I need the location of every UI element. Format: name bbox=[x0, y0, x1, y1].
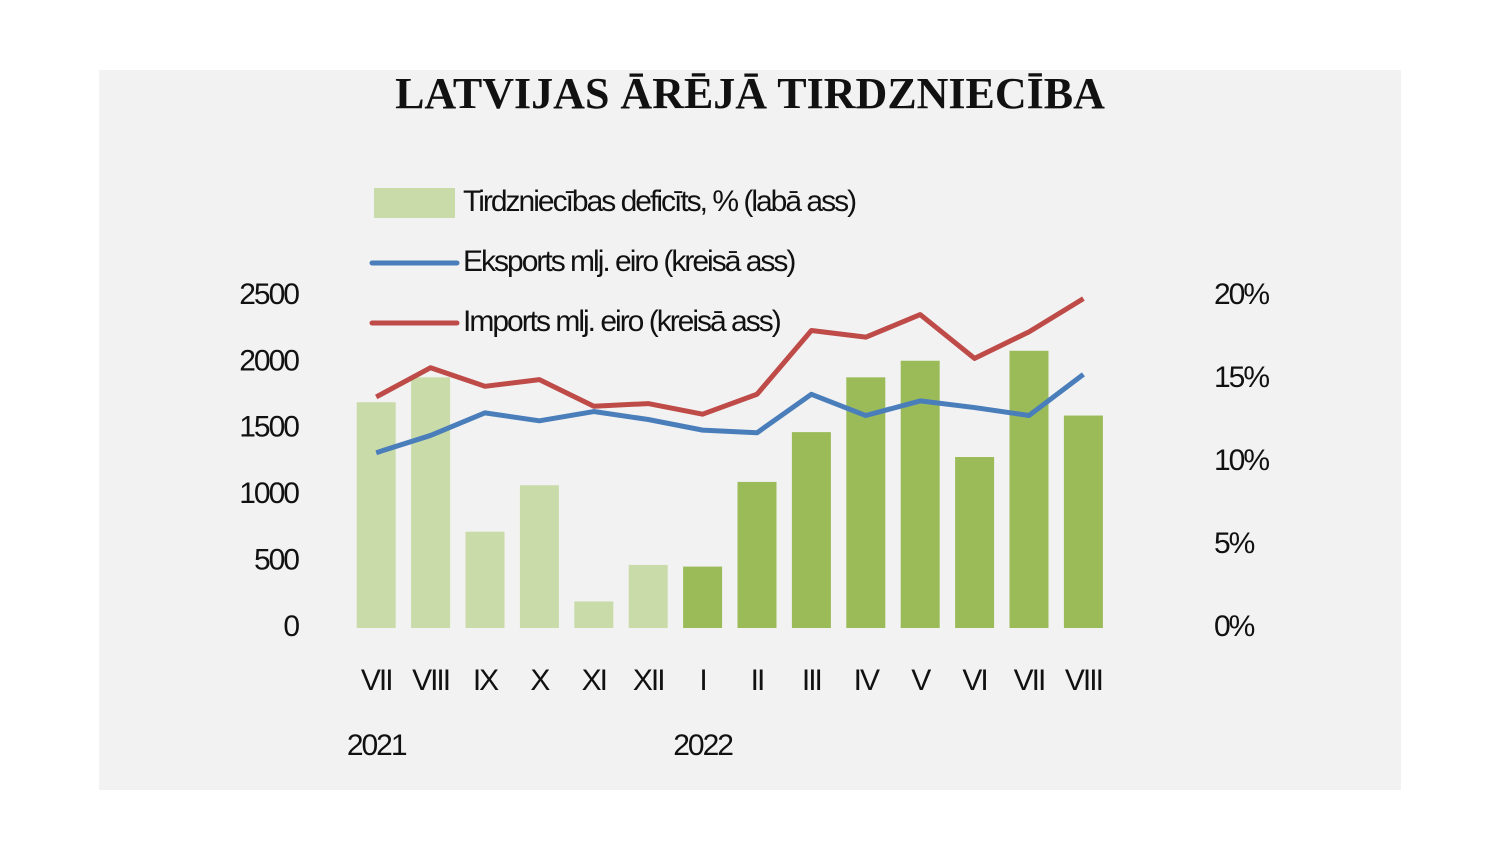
bar bbox=[1009, 350, 1049, 628]
bar bbox=[1063, 415, 1103, 628]
bar bbox=[628, 564, 668, 628]
y2-tick-label: 20% bbox=[1214, 278, 1269, 311]
year-label: 2021 bbox=[347, 729, 407, 762]
x-tick-label: XI bbox=[582, 664, 606, 697]
x-tick-label: VII bbox=[1014, 664, 1045, 697]
x-tick-label: V bbox=[911, 664, 931, 697]
legend-swatch bbox=[374, 188, 455, 218]
y2-tick-label: 15% bbox=[1214, 361, 1269, 394]
bar bbox=[519, 485, 559, 628]
x-tick-label: X bbox=[530, 664, 550, 697]
legend-label: Imports mlj. eiro (kreisā ass) bbox=[463, 305, 781, 338]
bar bbox=[465, 531, 505, 628]
y-tick-label: 2500 bbox=[239, 278, 299, 311]
x-tick-label: IV bbox=[854, 664, 880, 697]
bar bbox=[791, 432, 831, 628]
x-tick-label: IX bbox=[473, 664, 499, 697]
y2-tick-label: 5% bbox=[1214, 527, 1255, 560]
bar bbox=[356, 402, 396, 628]
x-tick-label: III bbox=[802, 664, 821, 697]
line bbox=[375, 296, 1085, 417]
bar bbox=[737, 481, 777, 628]
y2-tick-label: 0% bbox=[1214, 610, 1255, 643]
y-tick-label: 500 bbox=[254, 544, 299, 577]
y-tick-label: 0 bbox=[283, 610, 299, 643]
x-tick-label: II bbox=[751, 664, 764, 697]
bar bbox=[846, 377, 886, 628]
x-tick-label: XII bbox=[633, 664, 664, 697]
bar bbox=[683, 566, 723, 628]
line bbox=[375, 372, 1085, 456]
x-tick-label: VIII bbox=[412, 664, 449, 697]
y-tick-label: 2000 bbox=[239, 344, 299, 377]
legend-label: Tirdzniecības deficīts, % (labā ass) bbox=[463, 185, 856, 218]
legend-label: Eksports mlj. eiro (kreisā ass) bbox=[463, 245, 795, 278]
x-tick-label: VI bbox=[962, 664, 986, 697]
bar bbox=[574, 601, 614, 628]
y2-tick-label: 10% bbox=[1214, 444, 1269, 477]
x-tick-label: VII bbox=[361, 664, 392, 697]
bar bbox=[411, 377, 451, 628]
x-tick-label: I bbox=[699, 664, 705, 697]
y-tick-label: 1000 bbox=[239, 477, 299, 510]
x-tick-label: VIII bbox=[1065, 664, 1102, 697]
y-tick-label: 1500 bbox=[239, 411, 299, 444]
bar bbox=[955, 457, 995, 628]
chart-title: LATVIJAS ĀRĒJĀ TIRDZNIECĪBA bbox=[395, 69, 1105, 118]
year-label: 2022 bbox=[673, 729, 733, 762]
